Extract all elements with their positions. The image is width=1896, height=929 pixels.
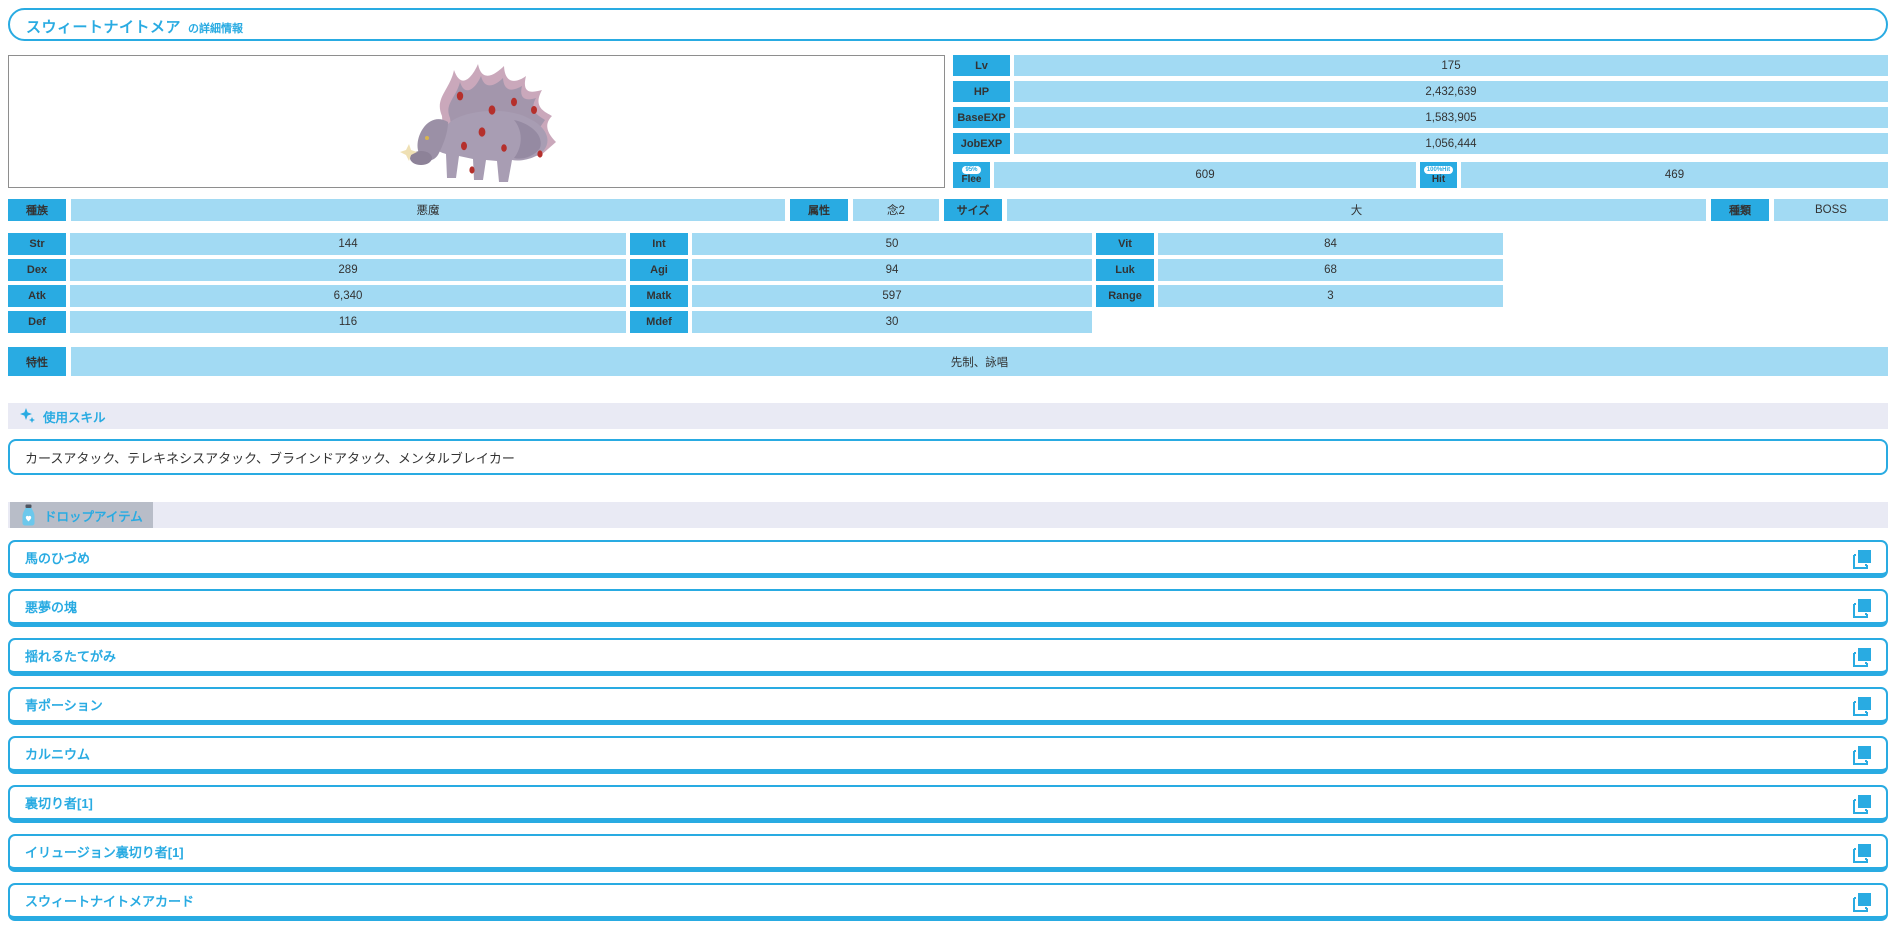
sparkle-icon <box>20 408 35 423</box>
jobexp-label: JobEXP <box>953 133 1010 154</box>
drop-item-name: カルニウム <box>25 747 91 762</box>
drop-item-name: イリュージョン裏切り者[1] <box>25 845 184 860</box>
hp-value: 2,432,639 <box>1014 81 1888 102</box>
copy-icon[interactable] <box>1850 891 1874 915</box>
drop-item-row[interactable]: スウィートナイトメアカード <box>8 883 1888 921</box>
copy-icon[interactable] <box>1850 548 1874 572</box>
drop-item-row[interactable]: 揺れるたてがみ <box>8 638 1888 676</box>
race-value: 悪魔 <box>71 199 785 221</box>
size-value: 大 <box>1007 199 1706 221</box>
drop-item-row[interactable]: 青ポーション <box>8 687 1888 725</box>
drop-item-row[interactable]: 馬のひづめ <box>8 540 1888 578</box>
drop-item-row[interactable]: カルニウム <box>8 736 1888 774</box>
vit-value: 84 <box>1158 233 1503 255</box>
stat-row-jobexp: JobEXP 1,056,444 <box>953 133 1888 154</box>
def-label: Def <box>8 311 66 333</box>
hit-label: 100%Hit Hit <box>1420 162 1457 188</box>
monster-image <box>400 63 556 182</box>
flee-percent-badge: 95% <box>962 165 981 174</box>
drop-item-name: 悪夢の塊 <box>25 600 78 615</box>
matk-value: 597 <box>692 285 1092 307</box>
drops-section-header: ドロップアイテム <box>8 502 1888 528</box>
element-label: 属性 <box>790 199 848 221</box>
flee-label: 95% Flee <box>953 162 990 188</box>
range-label: Range <box>1096 285 1154 307</box>
atk-label: Atk <box>8 285 66 307</box>
monster-name: スウィートナイトメア <box>26 19 182 36</box>
agi-label: Agi <box>630 259 688 281</box>
size-label: サイズ <box>944 199 1002 221</box>
str-label: Str <box>8 233 66 255</box>
hit-value: 469 <box>1461 162 1888 188</box>
copy-icon[interactable] <box>1850 695 1874 719</box>
basic-stats-panel: Lv 175 HP 2,432,639 BaseEXP 1,583,905 Jo… <box>953 55 1888 188</box>
stat-row-lv: Lv 175 <box>953 55 1888 76</box>
copy-icon[interactable] <box>1850 597 1874 621</box>
mdef-label: Mdef <box>630 311 688 333</box>
dex-label: Dex <box>8 259 66 281</box>
type-value: BOSS <box>1774 199 1888 221</box>
jobexp-value: 1,056,444 <box>1014 133 1888 154</box>
drops-section-title: ドロップアイテム <box>44 509 143 524</box>
agi-value: 94 <box>692 259 1092 281</box>
drop-item-list: 馬のひづめ 悪夢の塊 揺れるたてがみ 青ポーション カルニウム 裏切り者[1] … <box>8 540 1888 921</box>
trait-row: 特性 先制、詠唱 <box>8 347 1888 376</box>
skills-section-header: 使用スキル <box>8 403 1888 429</box>
drop-item-row[interactable]: 裏切り者[1] <box>8 785 1888 823</box>
combat-row-4: Def 116 Mdef 30 <box>8 311 1888 333</box>
top-section: Lv 175 HP 2,432,639 BaseEXP 1,583,905 Jo… <box>8 55 1888 188</box>
combat-stats-grid: Str 144 Int 50 Vit 84 Dex 289 Agi 94 Luk… <box>8 233 1888 333</box>
copy-icon[interactable] <box>1850 744 1874 768</box>
int-value: 50 <box>692 233 1092 255</box>
copy-icon[interactable] <box>1850 646 1874 670</box>
str-value: 144 <box>70 233 626 255</box>
range-value: 3 <box>1158 285 1503 307</box>
copy-icon[interactable] <box>1850 793 1874 817</box>
type-label: 種類 <box>1711 199 1769 221</box>
dex-value: 289 <box>70 259 626 281</box>
page-title-suffix: の詳細情報 <box>188 23 244 35</box>
drop-item-name: 裏切り者[1] <box>25 796 93 811</box>
lv-label: Lv <box>953 55 1010 76</box>
def-value: 116 <box>70 311 626 333</box>
drop-item-row[interactable]: 悪夢の塊 <box>8 589 1888 627</box>
matk-label: Matk <box>630 285 688 307</box>
stat-row-hp: HP 2,432,639 <box>953 81 1888 102</box>
baseexp-label: BaseEXP <box>953 107 1010 128</box>
atk-value: 6,340 <box>70 285 626 307</box>
drops-header-button[interactable]: ドロップアイテム <box>10 502 153 528</box>
skills-section-title: 使用スキル <box>43 410 106 425</box>
drop-item-name: 揺れるたてがみ <box>25 649 117 664</box>
int-label: Int <box>630 233 688 255</box>
stat-row-baseexp: BaseEXP 1,583,905 <box>953 107 1888 128</box>
stat-row-flee-hit: 95% Flee 609 100%Hit Hit 469 <box>953 162 1888 188</box>
race-label: 種族 <box>8 199 66 221</box>
combat-row-3: Atk 6,340 Matk 597 Range 3 <box>8 285 1888 307</box>
drop-item-name: 青ポーション <box>25 698 103 713</box>
page-title-bar: スウィートナイトメア の詳細情報 <box>8 8 1888 41</box>
combat-row-2: Dex 289 Agi 94 Luk 68 <box>8 259 1888 281</box>
trait-value: 先制、詠唱 <box>71 347 1888 376</box>
mdef-value: 30 <box>692 311 1092 333</box>
copy-icon[interactable] <box>1850 842 1874 866</box>
baseexp-value: 1,583,905 <box>1014 107 1888 128</box>
flee-value: 609 <box>994 162 1416 188</box>
skills-list: カースアタック、テレキネシスアタック、ブラインドアタック、メンタルブレイカー <box>8 439 1888 475</box>
potion-bottle-icon <box>22 504 35 526</box>
hit-percent-badge: 100%Hit <box>1423 165 1454 174</box>
drop-item-row[interactable]: イリュージョン裏切り者[1] <box>8 834 1888 872</box>
drop-item-name: スウィートナイトメアカード <box>25 894 195 909</box>
attribute-row: 種族 悪魔 属性 念2 サイズ 大 種類 BOSS <box>8 199 1888 221</box>
monster-image-frame <box>8 55 945 188</box>
hp-label: HP <box>953 81 1010 102</box>
drop-item-name: 馬のひづめ <box>25 551 91 566</box>
vit-label: Vit <box>1096 233 1154 255</box>
element-value: 念2 <box>853 199 939 221</box>
lv-value: 175 <box>1014 55 1888 76</box>
luk-label: Luk <box>1096 259 1154 281</box>
luk-value: 68 <box>1158 259 1503 281</box>
trait-label: 特性 <box>8 347 66 376</box>
combat-row-1: Str 144 Int 50 Vit 84 <box>8 233 1888 255</box>
